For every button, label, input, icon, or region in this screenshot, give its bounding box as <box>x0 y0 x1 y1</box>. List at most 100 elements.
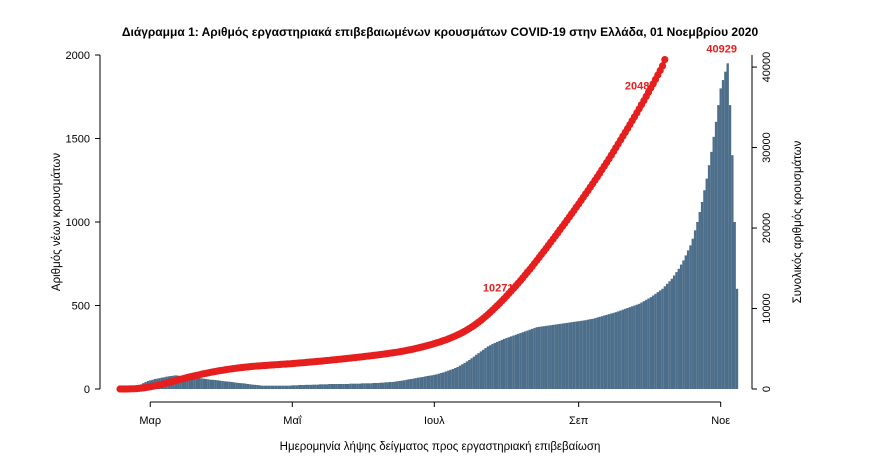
bar <box>379 382 382 389</box>
bar <box>624 308 627 389</box>
bar <box>586 319 590 389</box>
line-value-label: 10271 <box>483 283 514 295</box>
bar <box>319 384 322 389</box>
bar <box>198 378 201 389</box>
bar <box>645 299 648 389</box>
x-tick-label: Νοε <box>711 415 730 427</box>
bar <box>342 383 345 389</box>
y-left-tick-label: 2000 <box>66 50 90 62</box>
bar <box>698 211 701 389</box>
y-axis-right-label: Συνολικός αριθμός κρουσμάτων <box>792 140 804 303</box>
bar <box>696 222 699 389</box>
bar <box>307 384 310 389</box>
bar <box>360 383 364 389</box>
bar <box>449 369 452 389</box>
bar <box>575 321 578 389</box>
bar <box>551 324 555 389</box>
bar <box>195 377 199 389</box>
y-right-tick-label: 30000 <box>761 132 773 163</box>
bar <box>374 382 378 389</box>
bar <box>398 380 401 389</box>
bar <box>640 302 643 389</box>
bar <box>386 382 389 389</box>
bar <box>661 288 664 389</box>
bar <box>405 379 408 389</box>
bar <box>724 71 727 389</box>
bar <box>433 374 436 389</box>
bar <box>638 303 641 389</box>
bar <box>500 339 504 389</box>
bar <box>496 341 499 389</box>
line-value-label: 20487 <box>625 80 656 92</box>
bar <box>677 268 680 389</box>
bar <box>672 275 676 389</box>
bar <box>456 366 459 389</box>
bar <box>693 230 697 389</box>
bar <box>298 384 301 389</box>
bar <box>193 377 196 389</box>
bar <box>710 151 713 389</box>
bar <box>540 326 543 389</box>
bar <box>658 290 662 389</box>
bar <box>340 383 343 389</box>
bar <box>686 250 690 389</box>
axes: 0500100015002000010000200003000040000Μαρ… <box>66 50 773 427</box>
bar <box>533 328 536 389</box>
bar <box>614 312 618 389</box>
bar <box>246 383 250 389</box>
bar <box>328 383 331 389</box>
bar <box>479 351 483 389</box>
bar <box>263 385 266 389</box>
bar <box>733 222 736 389</box>
bar <box>591 318 594 389</box>
bar <box>717 105 720 389</box>
bar <box>381 382 385 389</box>
bar <box>204 378 208 389</box>
bar <box>281 385 285 389</box>
bar <box>486 346 490 389</box>
bar <box>726 63 729 389</box>
bar <box>274 385 278 389</box>
bar <box>537 326 541 389</box>
y-right-tick-label: 20000 <box>761 213 773 244</box>
bar <box>316 384 320 389</box>
bar <box>503 338 506 389</box>
bar <box>184 376 187 389</box>
bar <box>731 155 734 389</box>
bar <box>556 324 559 389</box>
bar <box>326 384 329 389</box>
bar <box>451 368 455 389</box>
bar <box>330 383 334 389</box>
bar <box>414 378 417 389</box>
bar <box>670 278 673 389</box>
bar <box>470 358 473 389</box>
bar <box>468 359 471 389</box>
bar <box>642 301 646 389</box>
bar <box>356 383 359 389</box>
bar <box>663 286 667 389</box>
bar <box>721 80 725 390</box>
bar <box>279 385 282 389</box>
bar <box>214 379 217 389</box>
bar <box>612 312 615 389</box>
bar <box>265 385 268 389</box>
bar <box>619 310 622 389</box>
bar <box>363 383 366 389</box>
bar <box>607 314 611 389</box>
bar <box>454 367 457 389</box>
bar <box>665 283 669 389</box>
bar <box>714 121 718 390</box>
bar <box>582 320 585 389</box>
bar <box>600 316 604 389</box>
bar <box>349 383 352 389</box>
bar <box>570 322 573 389</box>
bar <box>563 323 566 389</box>
bar <box>596 317 599 389</box>
bar <box>514 334 518 389</box>
bar <box>388 381 392 389</box>
bar <box>200 378 203 389</box>
bar <box>428 375 431 389</box>
x-tick-label: Μαΐ <box>283 415 302 427</box>
bar <box>181 376 185 389</box>
bar <box>225 381 229 389</box>
